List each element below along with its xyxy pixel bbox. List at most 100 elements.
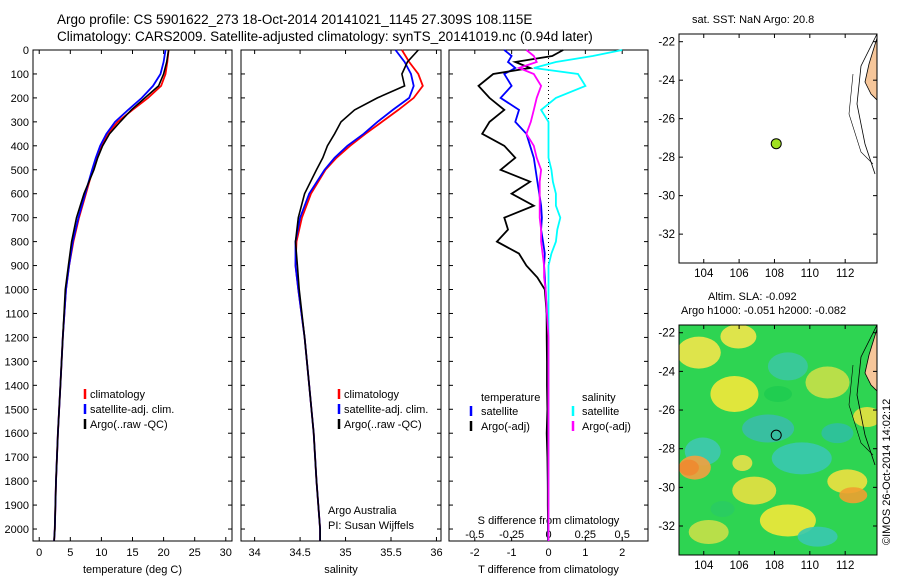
profile-line-argo-raw-qc-	[294, 49, 419, 541]
sla-map-x-tick-label: 106	[730, 560, 749, 572]
diff-x-tick-label: -2	[470, 547, 480, 559]
diff-x-tick-label: -1	[507, 547, 517, 559]
diff-line-temperature-argo-adj-	[477, 49, 564, 541]
profile-line-argo-raw-qc-	[53, 49, 170, 542]
temp-x-tick-label: 15	[126, 547, 138, 559]
sla-field-patch	[853, 407, 877, 427]
diff-x-tick-label: 2	[619, 547, 625, 559]
sst-map-y-tick-label: -22	[658, 37, 675, 49]
sla-map-y-tick-label: -32	[658, 521, 675, 533]
sst-map-title: sat. SST: NaN Argo: 20.8	[692, 14, 815, 26]
sla-map-isobath-deep	[848, 364, 874, 456]
depth-tick-label: 100	[11, 69, 29, 81]
depth-tick-label: 1500	[5, 404, 29, 416]
temp-x-tick-label: 0	[36, 547, 42, 559]
depth-tick-label: 1400	[5, 380, 29, 392]
sla-field-patch	[679, 459, 699, 476]
sla-field-patch	[797, 526, 838, 547]
sla-map-x-tick-label: 104	[694, 560, 714, 572]
sal-x-tick-label: 35	[339, 547, 351, 559]
sla-map-isobath	[856, 325, 877, 466]
temp-x-tick-label: 30	[220, 547, 232, 559]
sal-xlabel: salinity	[324, 564, 358, 576]
depth-tick-label: 400	[11, 141, 29, 153]
depth-tick-label: 1600	[5, 428, 29, 440]
diff-legend-temp-label: Argo(-adj)	[481, 421, 530, 433]
temp-legend-label: satellite-adj. clim.	[90, 404, 174, 416]
sla-map-y-tick-label: -28	[658, 444, 675, 456]
sla-map-title-line-1: Altim. SLA: -0.092	[708, 291, 797, 303]
sal-legend-label: climatology	[344, 389, 400, 401]
sla-map-y-tick-label: -22	[658, 328, 675, 340]
sla-field-patch	[767, 352, 808, 381]
temp-x-tick-label: 20	[157, 547, 169, 559]
temp-legend-label: Argo(..raw -QC)	[90, 419, 168, 431]
sst-map-x-tick-label: 110	[801, 268, 819, 280]
sst-map-y-tick-label: -32	[658, 229, 675, 241]
depth-tick-label: 1200	[5, 332, 29, 344]
sla-field-patch	[679, 336, 721, 369]
diff-legend-temp-heading: temperature	[481, 392, 540, 404]
sla-map-frame	[678, 324, 878, 556]
depth-tick-label: 200	[11, 93, 29, 105]
sst-map-isobath	[856, 34, 877, 175]
diff-line-salinity-argo-adj-	[516, 49, 550, 541]
sla-field-patch	[720, 325, 757, 349]
sst-map-land	[864, 37, 877, 101]
sla-field-patch	[764, 386, 792, 402]
diff-legend-sal-label: satellite	[582, 406, 619, 418]
temp-xlabel: temperature (deg C)	[83, 564, 182, 576]
depth-tick-label: 700	[11, 213, 29, 225]
sla-field-patch	[821, 423, 854, 444]
sla-field-patch	[805, 366, 850, 399]
sla-map-y-tick-label: -26	[658, 405, 675, 417]
depth-tick-label: 300	[11, 117, 29, 129]
sst-map-x-tick-label: 112	[836, 268, 854, 280]
depth-tick-label: 800	[11, 237, 29, 249]
depth-tick-label: 0	[23, 45, 29, 57]
temp-x-tick-label: 5	[67, 547, 73, 559]
diff-legend-sal-heading: salinity	[582, 392, 616, 404]
sla-map-y-tick-label: -24	[658, 366, 675, 378]
sla-field-patch	[710, 501, 735, 517]
sst-map-x-tick-label: 108	[765, 268, 784, 280]
profile-panel-frame-1	[32, 49, 233, 542]
diff-legend-temp-label: satellite	[481, 406, 518, 418]
s-diff-tick-label: -0.5	[465, 529, 484, 541]
sal-x-tick-label: 35.5	[380, 547, 401, 559]
s-diff-tick-label: 0.5	[615, 529, 630, 541]
sla-field-patch	[839, 487, 868, 504]
sst-map-isobath-deep	[848, 73, 874, 165]
depth-tick-label: 1800	[5, 476, 29, 488]
sla-map-x-tick-label: 110	[801, 560, 819, 572]
sla-map-x-tick-label: 108	[765, 560, 784, 572]
sla-map-y-tick-label: -30	[658, 482, 675, 494]
sal-legend-label: Argo(..raw -QC)	[344, 419, 422, 431]
depth-tick-label: 600	[11, 189, 29, 201]
sla-field-patch	[759, 504, 816, 537]
title-line-1: Argo profile: CS 5901622_273 18-Oct-2014…	[57, 12, 533, 27]
sst-map-y-tick-label: -28	[658, 152, 675, 164]
sst-map-content	[848, 34, 877, 175]
s-diff-tick-label: 0.25	[575, 529, 596, 541]
argo-institution: Argo Australia	[328, 505, 397, 517]
sst-map-frame	[678, 33, 878, 264]
depth-tick-label: 1000	[5, 285, 29, 297]
sla-field-patch	[742, 414, 795, 443]
sla-map-title-line-2: Argo h1000: -0.051 h2000: -0.082	[681, 305, 847, 317]
sla-map-float-marker	[770, 429, 782, 441]
depth-tick-label: 1300	[5, 356, 29, 368]
sst-map-y-tick-label: -30	[658, 191, 675, 203]
sla-field-patch	[771, 442, 832, 475]
sst-map-y-tick-label: -24	[658, 75, 675, 87]
depth-tick-label: 2000	[5, 524, 29, 536]
depth-tick-label: 900	[11, 261, 29, 273]
title-line-2: Climatology: CARS2009. Satellite-adjuste…	[57, 29, 593, 44]
diff-x-tick-label: 0	[545, 547, 551, 559]
sst-map-x-tick-label: 104	[694, 268, 714, 280]
principal-investigator: PI: Susan Wijffels	[328, 520, 414, 532]
temp-legend-label: climatology	[90, 389, 146, 401]
sst-map-x-tick-label: 106	[730, 268, 749, 280]
sla-map-land	[864, 328, 877, 392]
